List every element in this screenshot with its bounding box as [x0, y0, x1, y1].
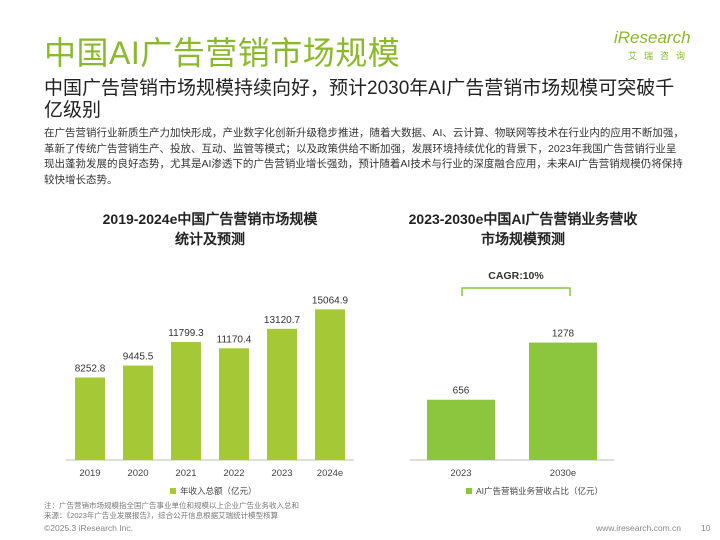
- bar-value-label: 1278: [552, 329, 575, 340]
- bar-value-label: 8252.8: [75, 363, 106, 374]
- page-subtitle: 中国广告营销市场规模持续向好，预计2030年AI广告营销市场规模可突破千亿级别: [44, 78, 675, 121]
- x-tick-label: 2024e: [317, 468, 343, 479]
- bar: [529, 342, 597, 460]
- body-paragraph: 在广告营销行业新质生产力加快形成，产业数字化创新升级稳步推进，随着大数据、AI、…: [44, 127, 684, 186]
- bar: [171, 342, 201, 460]
- cagr-bracket: [461, 287, 571, 296]
- website-url[interactable]: www.iresearch.com.cn: [596, 523, 682, 533]
- page-title: 中国AI广告营销市场规模: [44, 35, 401, 71]
- bar: [315, 309, 345, 460]
- legend-swatch: [466, 488, 472, 494]
- x-tick-label: 2021: [175, 468, 196, 479]
- x-tick-label: 2019: [79, 468, 100, 479]
- bar: [219, 348, 249, 460]
- x-tick-label: 2023: [271, 468, 292, 479]
- chart1-title-line1: 2019-2024e中国广告营销市场规模: [102, 211, 318, 227]
- legend-label: 年收入总额（亿元）: [180, 486, 257, 496]
- cagr-label: CAGR:10%: [488, 270, 544, 282]
- chart2-title-line1: 2023-2030e中国AI广告营销业务营收: [408, 211, 638, 227]
- bar: [123, 365, 153, 460]
- bar-value-label: 13120.7: [264, 315, 301, 326]
- footnote: 注：广告营销市场规模指全国广告事业单位和规模以上企业广告业务收入总和 来源：《2…: [44, 501, 299, 521]
- chart1-title-line2: 统计及预测: [175, 231, 245, 247]
- bar-value-label: 11170.4: [217, 334, 252, 345]
- ai-revenue-bar-chart: 656 2023 1278 2030e AI广告营销业务营收占比（亿元） CAGR:10%: [410, 270, 614, 496]
- x-tick-label: 2030e: [550, 468, 576, 479]
- logo-subtext: 艾瑞咨询: [628, 51, 693, 61]
- bar: [75, 377, 105, 460]
- chart1-title: 2019-2024e中国广告营销市场规模 统计及预测: [75, 209, 345, 249]
- bar: [427, 399, 495, 460]
- copyright: ©2025.3 iResearch Inc.: [44, 523, 133, 533]
- bar-value-label: 656: [453, 386, 470, 397]
- logo-wordmark: iResearch: [614, 28, 691, 47]
- x-tick-label: 2020: [127, 468, 148, 479]
- chart2-title-line2: 市场规模预测: [481, 231, 565, 247]
- bar: [267, 328, 297, 460]
- chart2-title: 2023-2030e中国AI广告营销业务营收 市场规模预测: [388, 209, 658, 249]
- iresearch-logo: iResearch 艾瑞咨询: [614, 28, 704, 64]
- x-tick-label: 2023: [450, 468, 471, 479]
- x-tick-label: 2022: [223, 468, 244, 479]
- footnote-note: 注：广告营销市场规模指全国广告事业单位和规模以上企业广告业务收入总和: [44, 501, 299, 510]
- bar-value-label: 9445.5: [123, 352, 154, 363]
- bar-value-label: 15064.9: [312, 295, 349, 306]
- legend-label: AI广告营销业务营收占比（亿元）: [476, 486, 603, 496]
- footnote-source: 来源：《2023年广告业发展报告》，综合公开信息根据艾瑞统计模型核算: [44, 511, 279, 520]
- bar-value-label: 11799.3: [168, 328, 204, 339]
- page-number: 10: [701, 523, 711, 533]
- market-size-bar-chart: 8252.8 2019 9445.5 2020 11799.3 2021 11170.4 20…: [66, 295, 354, 496]
- legend-swatch: [170, 488, 176, 494]
